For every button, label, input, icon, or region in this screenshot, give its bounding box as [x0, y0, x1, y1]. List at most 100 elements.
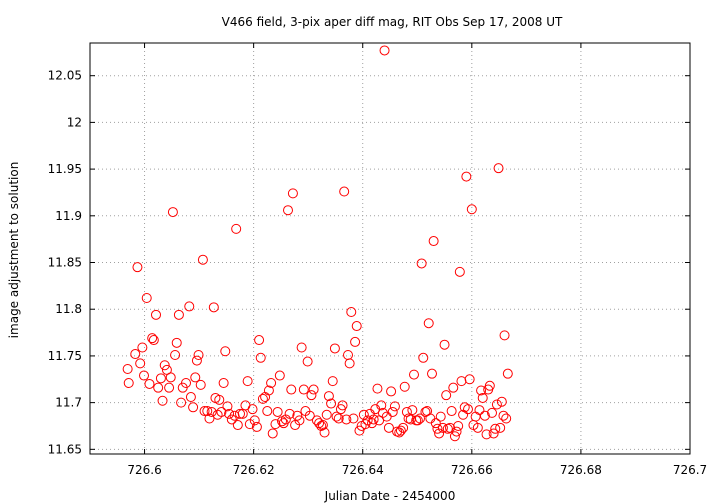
data-point — [470, 411, 481, 422]
x-tick-label: 726.66 — [451, 463, 493, 477]
data-point — [416, 258, 427, 269]
data-point — [176, 397, 187, 408]
data-point — [351, 321, 362, 332]
y-tick-label: 11.75 — [48, 349, 82, 363]
data-point — [298, 384, 309, 395]
data-point — [343, 349, 353, 360]
data-point — [496, 396, 507, 407]
data-point — [487, 407, 497, 418]
data-point — [254, 335, 265, 346]
data-point — [311, 415, 322, 426]
y-tick-label: 11.9 — [55, 209, 82, 223]
data-point — [171, 337, 182, 348]
data-point — [155, 373, 166, 384]
data-point — [344, 358, 355, 369]
data-point — [164, 382, 175, 393]
y-tick-label: 11.8 — [55, 302, 82, 316]
data-point — [135, 358, 146, 369]
data-point — [464, 374, 475, 385]
data-point — [242, 376, 253, 387]
data-point — [441, 390, 452, 401]
data-point — [208, 302, 219, 313]
y-tick-label: 11.85 — [48, 256, 82, 270]
data-point — [188, 402, 199, 413]
data-point — [377, 407, 388, 418]
data-point — [329, 343, 340, 354]
data-point — [130, 349, 141, 360]
plot-frame — [89, 42, 691, 455]
data-point — [341, 414, 352, 425]
grid — [90, 43, 691, 454]
data-point — [123, 378, 134, 389]
data-point — [383, 422, 394, 433]
data-point — [255, 352, 266, 363]
data-point — [181, 378, 191, 389]
data-point — [461, 171, 472, 182]
data-point — [493, 163, 504, 174]
data-point — [251, 421, 262, 432]
data-point — [224, 408, 235, 419]
data-point — [191, 355, 202, 366]
data-point — [350, 336, 361, 347]
data-point — [167, 207, 178, 218]
data-point — [420, 406, 431, 417]
data-point — [381, 411, 392, 422]
data-point — [132, 262, 143, 273]
data-point — [231, 223, 242, 234]
data-point — [490, 423, 501, 434]
data-point — [453, 420, 464, 431]
data-point — [151, 309, 161, 320]
data-point — [439, 339, 450, 350]
x-tick-label: 726.7 — [673, 463, 707, 477]
data-point — [434, 428, 445, 439]
data-point — [346, 307, 357, 318]
data-point — [220, 346, 231, 357]
data-point — [274, 370, 285, 381]
data-point — [316, 420, 327, 431]
data-point — [466, 204, 477, 215]
data-point — [137, 342, 148, 353]
data-point — [296, 342, 307, 353]
data-point — [292, 410, 303, 421]
data-point — [173, 309, 184, 320]
data-point — [206, 406, 217, 417]
data-point — [498, 410, 509, 421]
data-point — [368, 414, 379, 425]
data-point — [474, 405, 485, 416]
data-point — [495, 422, 506, 433]
data-point — [499, 330, 510, 341]
data-point — [379, 45, 390, 56]
data-point — [458, 409, 469, 420]
data-point — [139, 370, 149, 381]
data-point — [348, 413, 359, 424]
data-point — [407, 405, 418, 416]
data-point — [280, 414, 291, 425]
y-tick-label: 11.7 — [55, 396, 82, 410]
data-point — [170, 349, 181, 360]
data-point — [266, 378, 277, 389]
data-point — [409, 369, 419, 380]
data-point — [229, 410, 240, 421]
data-point — [484, 380, 495, 391]
data-point — [412, 415, 423, 426]
data-points — [122, 45, 513, 442]
data-point — [459, 402, 470, 413]
data-point — [185, 392, 196, 403]
data-point — [430, 418, 441, 429]
data-point — [232, 420, 243, 431]
data-point — [319, 427, 330, 438]
data-point — [395, 425, 406, 436]
data-point — [323, 391, 334, 402]
data-point — [448, 382, 459, 393]
data-point — [267, 428, 278, 439]
data-point — [262, 406, 273, 417]
data-point — [435, 411, 446, 422]
x-tick-label: 726.64 — [342, 463, 384, 477]
data-point — [442, 423, 453, 434]
data-point — [159, 360, 170, 371]
data-point — [472, 422, 483, 433]
data-point — [488, 428, 499, 439]
data-point — [190, 372, 201, 383]
data-point — [425, 413, 436, 424]
data-point — [153, 382, 164, 393]
